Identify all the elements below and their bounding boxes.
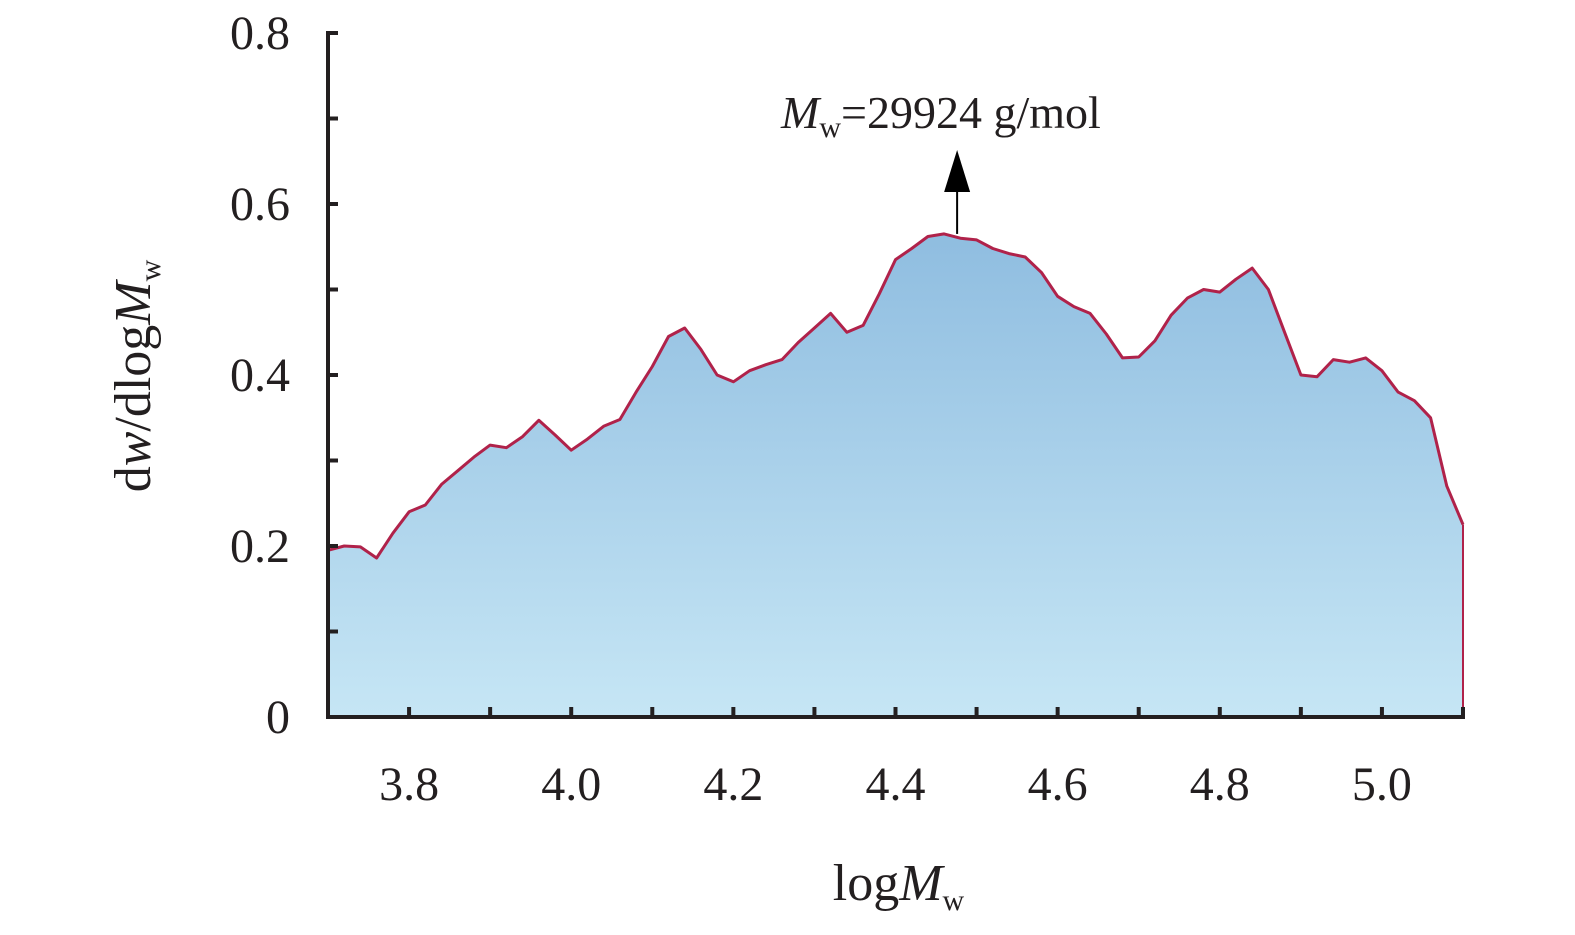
distribution-line xyxy=(327,232,1465,560)
x-tick-label: 3.8 xyxy=(379,758,439,811)
y-tick-label: 0 xyxy=(266,691,290,744)
x-axis-label: logMw xyxy=(833,855,965,917)
x-tick-label: 4.0 xyxy=(541,758,601,811)
y-tick-label: 0.2 xyxy=(230,520,290,573)
distribution-area xyxy=(328,233,1463,717)
x-tick-label: 4.4 xyxy=(866,758,926,811)
y-tick-label: 0.4 xyxy=(230,349,290,402)
y-tick-label: 0.6 xyxy=(230,178,290,231)
annotation-arrow-head xyxy=(944,150,971,192)
y-tick-label: 0.8 xyxy=(230,7,290,60)
x-tick-label: 4.8 xyxy=(1190,758,1250,811)
x-tick-label: 5.0 xyxy=(1352,758,1412,811)
y-axis-label: dw/dlogMw xyxy=(105,259,167,492)
x-tick-label: 4.6 xyxy=(1028,758,1088,811)
annotation-label: Mw=29924 g/mol xyxy=(780,87,1101,144)
x-tick-label: 4.2 xyxy=(703,758,763,811)
